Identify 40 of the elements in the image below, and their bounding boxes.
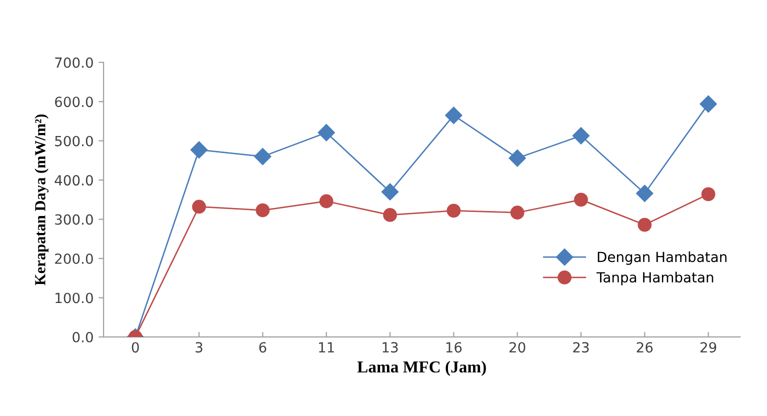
legend-label: Tanpa Hambatan xyxy=(596,272,714,286)
x-tick-label: 6 xyxy=(259,342,266,353)
x-tick-label: 16 xyxy=(446,342,462,353)
point xyxy=(318,124,335,142)
x-tick-label: 0 xyxy=(132,342,139,353)
x-tick-label: 23 xyxy=(573,342,589,353)
point xyxy=(574,192,588,207)
y-tick-label: 0.0 xyxy=(72,332,93,342)
x-tick-label: 20 xyxy=(510,342,526,353)
legend-label: Dengan Hambatan xyxy=(598,251,726,265)
point xyxy=(572,127,590,144)
y-tick-label: 400.0 xyxy=(54,175,93,186)
point xyxy=(446,204,461,218)
y-tick-label: 700.0 xyxy=(55,57,93,68)
point xyxy=(510,206,524,220)
y-tick-label: 100.0 xyxy=(56,292,93,304)
point xyxy=(190,141,208,158)
point xyxy=(701,187,716,202)
y-axis-title: Kerapatan Daya (mW/m²) xyxy=(34,114,49,286)
y-tick-label: 600.0 xyxy=(55,96,93,108)
x-tick-label: 11 xyxy=(319,342,334,352)
y-tick-label: 500.0 xyxy=(55,136,93,146)
point xyxy=(638,218,652,232)
point xyxy=(445,106,462,124)
point xyxy=(319,194,334,208)
point xyxy=(192,200,206,214)
x-tick-label: 13 xyxy=(382,342,398,353)
point xyxy=(254,148,272,166)
x-tick-label: 3 xyxy=(196,342,202,353)
point xyxy=(700,95,717,113)
point xyxy=(636,184,654,202)
x-tick-label: 29 xyxy=(700,342,716,353)
x-axis-title: Lama MFC (Jam) xyxy=(357,360,486,376)
point xyxy=(383,208,397,222)
y-tick-label: 200.0 xyxy=(55,253,93,264)
point xyxy=(508,150,526,167)
point xyxy=(256,203,270,218)
point xyxy=(381,183,399,200)
x-tick-label: 26 xyxy=(636,342,653,353)
y-tick-label: 300.0 xyxy=(55,214,93,225)
